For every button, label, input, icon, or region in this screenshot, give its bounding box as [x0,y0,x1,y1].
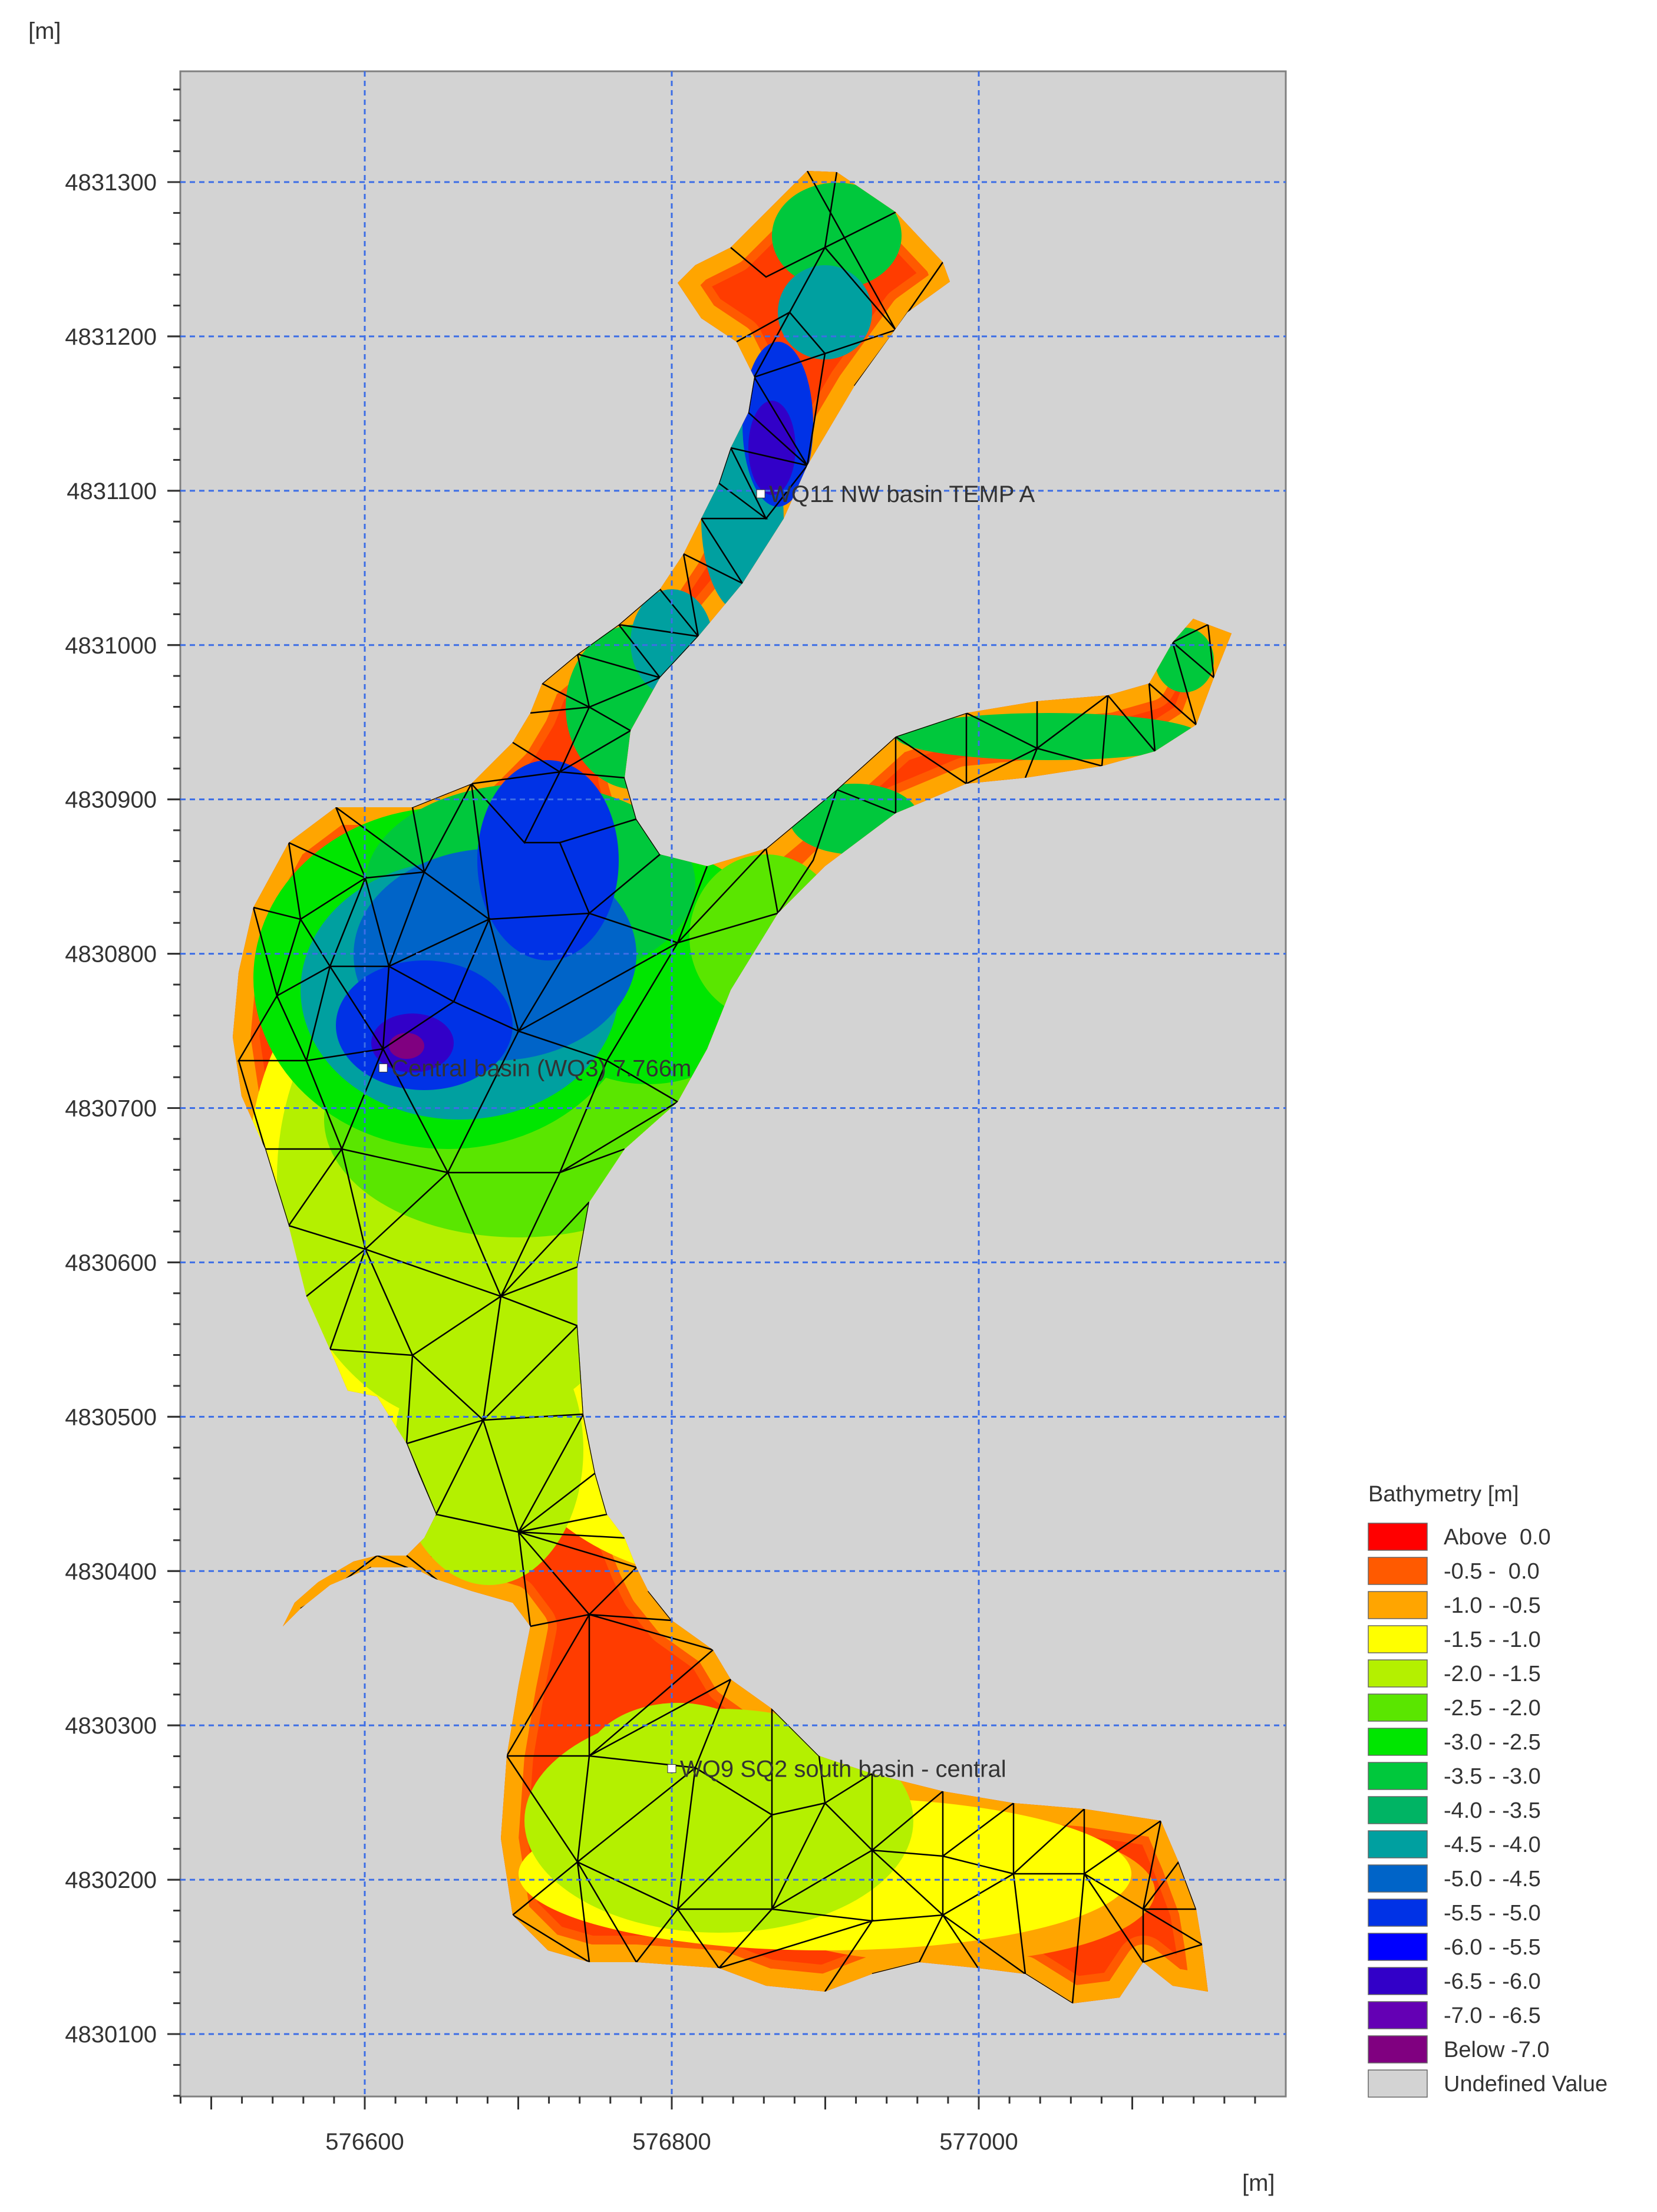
y-tick-label: 4831200 [65,324,157,350]
legend: Bathymetry [m] Above 0.0 -0.5 - 0.0 -1.0 -… [1368,1482,1608,2098]
x-axis-unit-label: [m] [1242,2170,1275,2196]
legend-swatch [1368,1762,1428,1790]
station-marker [378,1063,388,1072]
legend-swatch [1368,1693,1428,1722]
legend-label: -1.5 - -1.0 [1444,1627,1541,1652]
legend-swatch [1368,1659,1428,1688]
legend-swatch [1368,1591,1428,1619]
grid-lines [180,71,1286,2097]
x-tick-label: 576600 [325,2129,404,2155]
station-marker [667,1764,676,1774]
y-tick-label: 4830300 [65,1713,157,1739]
legend-label: -3.5 - -3.0 [1444,1764,1541,1789]
legend-label: -5.0 - -4.5 [1444,1867,1541,1891]
legend-swatch [1368,2001,1428,2029]
y-tick-label: 4830900 [65,787,157,813]
station-label: WQ11 NW basin TEMP A [769,481,1035,507]
x-tick-label: 576800 [632,2129,711,2155]
legend-label: -1.0 - -0.5 [1444,1593,1541,1618]
legend-swatch [1368,1796,1428,1824]
legend-label: -3.0 - -2.5 [1444,1730,1541,1755]
legend-swatch [1368,1967,1428,1995]
legend-swatch [1368,1557,1428,1585]
legend-label: -6.5 - -6.0 [1444,1969,1541,1994]
legend-swatch [1368,2035,1428,2064]
y-tick-label: 4830100 [65,2022,157,2048]
legend-swatch [1368,1830,1428,1858]
legend-swatch [1368,1728,1428,1756]
x-tick-label: 577000 [939,2129,1018,2155]
y-tick-label: 4830600 [65,1250,157,1276]
legend-label: -2.0 - -1.5 [1444,1662,1541,1686]
y-tick-label: 4830800 [65,942,157,968]
y-tick-label: 4831100 [67,478,157,504]
station-markers: WQ11 NW basin TEMP A Central basin (WQ3) … [378,481,1035,1782]
legend-swatch [1368,1625,1428,1653]
legend-label: -6.0 - -5.5 [1444,1935,1541,1960]
tick-labels: 576600 576800 577000 4831300 4831200 4831100 4… [65,170,1018,2155]
y-axis-unit-label: [m] [28,18,61,44]
station-label: Central basin (WQ3) 7.766m [391,1055,691,1081]
station-marker [756,489,765,498]
legend-label: -4.0 - -3.5 [1444,1798,1541,1823]
legend-swatch [1368,2069,1428,2098]
legend-title: Bathymetry [m] [1368,1482,1519,1507]
y-tick-label: 4830700 [65,1096,157,1122]
y-tick-label: 4831000 [65,633,157,659]
station-label: WQ9 SQ2 south basin - central [680,1757,1006,1782]
y-tick-label: 4831300 [65,170,157,196]
legend-swatch [1368,1933,1428,1961]
axis-ticks [167,88,1256,2109]
legend-label: -0.5 - 0.0 [1444,1559,1540,1584]
legend-swatch [1368,1523,1428,1551]
legend-label: Below -7.0 [1444,2038,1550,2062]
legend-label: -4.5 - -4.0 [1444,1833,1541,1857]
legend-label: -5.5 - -5.0 [1444,1901,1541,1926]
legend-label: -7.0 - -6.5 [1444,2003,1541,2028]
y-tick-label: 4830400 [65,1559,157,1584]
y-tick-label: 4830200 [65,1867,157,1893]
legend-label: Above 0.0 [1444,1525,1551,1550]
legend-label: Undefined Value [1444,2072,1608,2097]
legend-swatch [1368,1864,1428,1893]
y-tick-label: 4830500 [65,1404,157,1430]
legend-swatch [1368,1899,1428,1927]
legend-label: -2.5 - -2.0 [1444,1696,1541,1721]
